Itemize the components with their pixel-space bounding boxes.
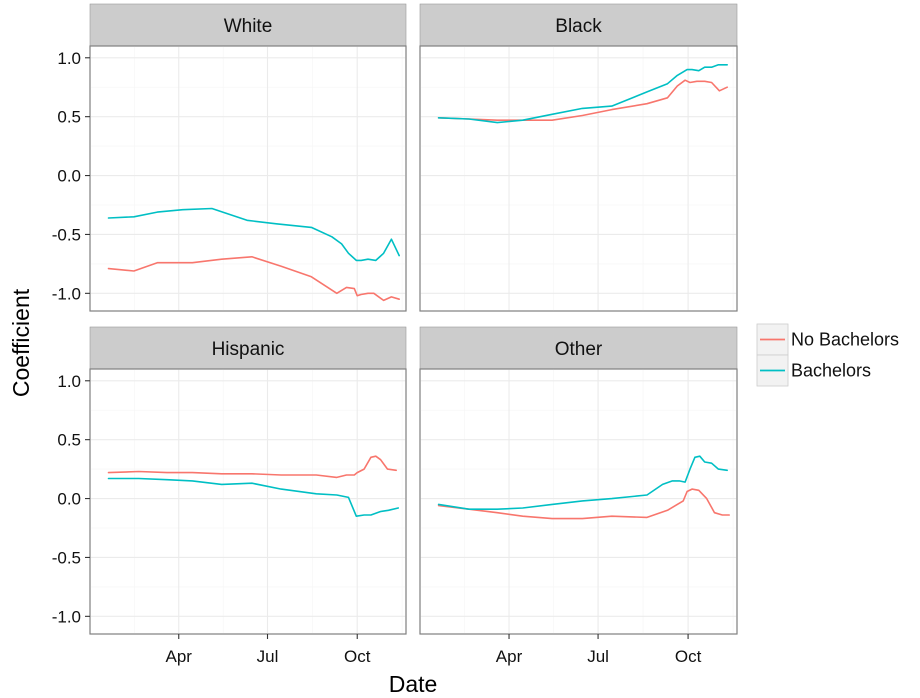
panels-layer: White Black Hispanic Other (89, 3, 738, 635)
series-line-no-bachelors (107, 455, 398, 479)
x-axis-title: Date (389, 671, 438, 697)
x-tick-label: Jul (257, 647, 279, 666)
x-axis-layer: Apr Jul Oct Apr Jul Oct (166, 634, 702, 666)
y-tick-label: -0.5 (52, 548, 81, 567)
x-tick-label: Jul (587, 647, 609, 666)
panel-title: Hispanic (212, 339, 285, 360)
series-line-no-bachelors (107, 255, 401, 302)
series-line-bachelors (107, 207, 401, 262)
legend-item-no-bachelors: No Bachelors (756, 323, 899, 356)
strip-background (89, 326, 407, 370)
y-tick-label: 1.0 (57, 372, 81, 391)
series-line-bachelors (107, 477, 400, 518)
strip-background (89, 3, 407, 47)
series-line-bachelors (437, 455, 729, 511)
panel-background (89, 368, 407, 635)
legend-label: No Bachelors (791, 330, 899, 350)
series-line-bachelors (437, 64, 729, 124)
legend: No Bachelors Bachelors (756, 323, 899, 387)
legend-label: Bachelors (791, 361, 871, 381)
y-tick-label: 0.5 (57, 108, 81, 127)
panel-border (89, 45, 407, 312)
y-tick-label: -0.5 (52, 225, 81, 244)
panel-background (419, 45, 738, 312)
panel-background (89, 45, 407, 312)
strip-background (419, 326, 738, 370)
x-tick-label: Apr (166, 647, 193, 666)
panel-border (419, 45, 738, 312)
strip-background (419, 3, 738, 47)
panel-title: Black (555, 16, 602, 37)
y-tick-label: 0.5 (57, 431, 81, 450)
y-tick-label: 0.0 (57, 167, 81, 186)
x-tick-label: Oct (344, 647, 371, 666)
x-tick-label: Apr (496, 647, 523, 666)
panel-border (419, 368, 738, 635)
y-tick-label: -1.0 (52, 607, 81, 626)
legend-item-bachelors: Bachelors (756, 354, 871, 387)
x-tick-label: Oct (675, 647, 702, 666)
panel-title: Other (555, 339, 603, 360)
y-axes-layer: 1.0 0.5 0.0 -0.5 -1.0 1.0 0.5 0.0 -0.5 -1.0 (52, 49, 90, 626)
panel-hispanic: Hispanic (89, 326, 407, 635)
y-axis-title: Coefficient (8, 288, 34, 397)
panel-white: White (89, 3, 407, 312)
panel-title: White (224, 16, 273, 37)
panel-border (89, 368, 407, 635)
y-tick-label: 1.0 (57, 49, 81, 68)
y-tick-label: -1.0 (52, 284, 81, 303)
y-tick-label: 0.0 (57, 490, 81, 509)
series-line-no-bachelors (437, 488, 731, 520)
panel-other: Other (419, 326, 738, 635)
panel-black: Black (419, 3, 738, 312)
